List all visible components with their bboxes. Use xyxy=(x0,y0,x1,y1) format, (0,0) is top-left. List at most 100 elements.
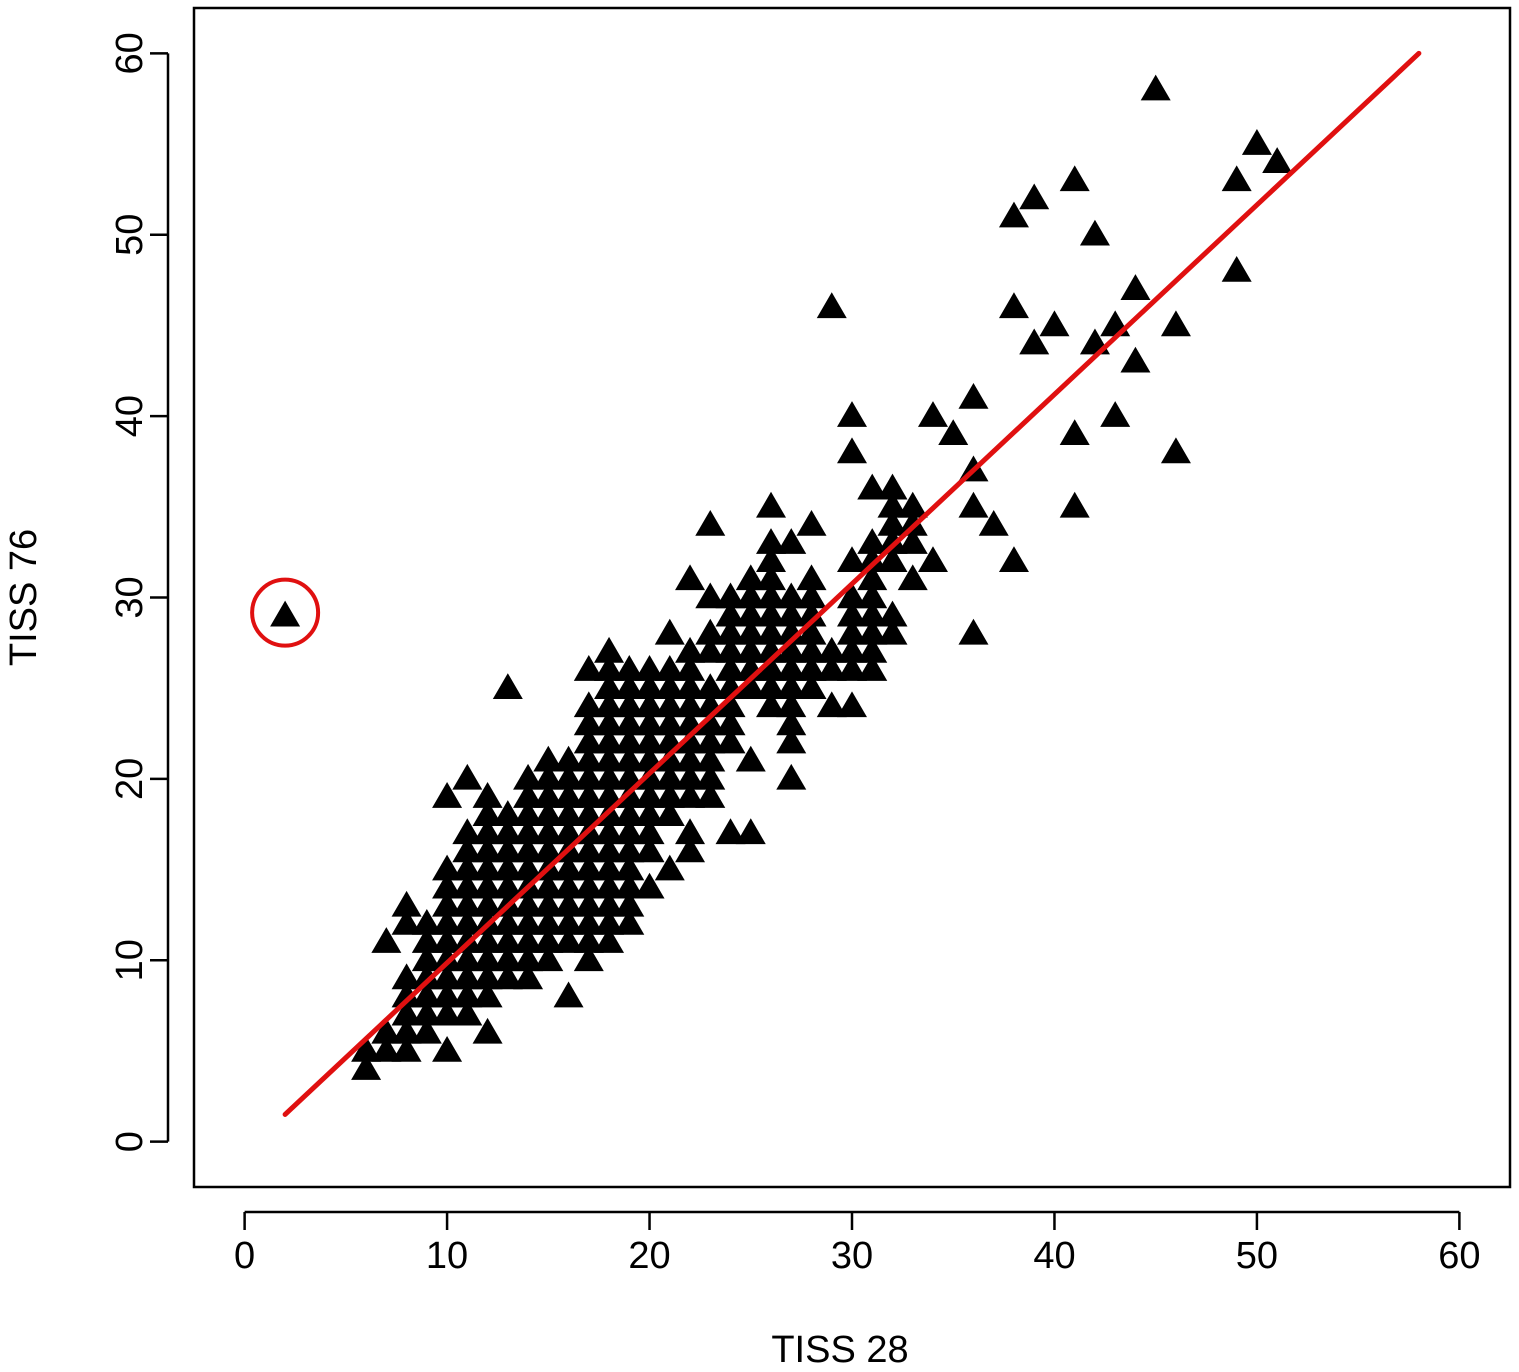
data-point xyxy=(614,854,645,881)
data-point xyxy=(573,908,604,935)
data-point xyxy=(675,655,706,681)
data-point xyxy=(938,419,969,446)
data-point xyxy=(1120,274,1151,300)
data-point xyxy=(573,872,604,899)
data-point xyxy=(391,1017,422,1044)
data-point xyxy=(897,564,928,591)
data-point xyxy=(573,836,604,863)
data-point xyxy=(594,636,625,663)
data-point xyxy=(695,673,726,699)
data-point xyxy=(735,745,766,772)
data-point xyxy=(877,546,908,573)
data-point xyxy=(411,981,442,1008)
data-point xyxy=(837,636,867,663)
x-tick-label: 0 xyxy=(234,1235,255,1277)
data-point xyxy=(756,655,787,681)
data-point xyxy=(978,509,1009,536)
data-point xyxy=(452,818,483,845)
data-point xyxy=(634,691,665,718)
data-point xyxy=(654,800,685,826)
data-point xyxy=(877,473,908,500)
data-point xyxy=(594,709,625,736)
data-point xyxy=(1059,419,1090,446)
data-point xyxy=(573,927,604,953)
data-point xyxy=(634,673,665,699)
data-point xyxy=(857,655,888,681)
data-point xyxy=(756,491,787,518)
data-point xyxy=(432,999,463,1026)
data-point xyxy=(675,818,706,845)
data-point xyxy=(391,890,422,917)
data-point xyxy=(796,618,827,645)
data-point xyxy=(654,618,685,645)
data-point xyxy=(614,727,645,754)
data-point xyxy=(472,782,503,808)
data-point xyxy=(675,836,706,863)
data-point xyxy=(492,836,523,863)
data-point xyxy=(492,872,523,899)
data-point xyxy=(776,763,807,790)
data-point xyxy=(492,927,523,953)
data-point xyxy=(573,709,604,736)
data-point xyxy=(411,1017,442,1044)
data-point xyxy=(513,836,544,863)
data-point xyxy=(735,582,766,609)
data-point xyxy=(715,709,746,736)
data-point xyxy=(675,763,706,790)
data-point xyxy=(1059,165,1090,192)
data-point xyxy=(695,582,726,609)
data-point xyxy=(472,981,503,1008)
y-axis-title: TISS 76 xyxy=(3,529,45,666)
data-point xyxy=(857,528,888,554)
data-point xyxy=(614,818,645,845)
data-point xyxy=(533,800,564,826)
x-tick-label: 10 xyxy=(426,1235,468,1277)
data-point xyxy=(675,782,706,808)
data-point xyxy=(857,473,888,500)
data-point xyxy=(735,673,766,699)
data-point xyxy=(816,691,847,718)
data-point xyxy=(492,963,523,990)
data-point xyxy=(492,818,523,845)
data-point xyxy=(756,673,787,699)
data-point xyxy=(553,854,584,881)
data-point xyxy=(573,800,604,826)
data-point xyxy=(614,872,645,899)
data-point xyxy=(654,782,685,808)
data-point xyxy=(796,582,827,609)
data-point xyxy=(857,564,888,591)
data-point xyxy=(573,655,604,681)
data-point xyxy=(270,600,301,627)
data-point xyxy=(553,818,584,845)
data-point xyxy=(756,528,787,554)
data-point xyxy=(958,382,989,409)
data-point xyxy=(756,546,787,573)
data-point xyxy=(1019,328,1050,355)
data-point xyxy=(533,908,564,935)
data-point xyxy=(452,836,483,863)
data-point xyxy=(533,836,564,863)
data-point xyxy=(897,528,928,554)
data-point xyxy=(816,655,847,681)
data-point xyxy=(877,491,908,518)
data-point xyxy=(776,636,807,663)
data-point xyxy=(411,927,442,953)
data-point xyxy=(796,564,827,591)
data-point xyxy=(492,945,523,972)
data-point xyxy=(776,600,807,627)
data-point xyxy=(614,908,645,935)
data-point xyxy=(675,564,706,591)
data-point xyxy=(391,981,422,1008)
data-point xyxy=(472,818,503,845)
data-point xyxy=(594,673,625,699)
data-point xyxy=(695,745,726,772)
data-point xyxy=(1059,491,1090,518)
data-point xyxy=(573,890,604,917)
data-point xyxy=(654,745,685,772)
data-point xyxy=(594,872,625,899)
y-tick-label: 20 xyxy=(109,758,151,800)
data-point xyxy=(472,963,503,990)
data-point xyxy=(837,691,867,718)
data-point xyxy=(432,782,463,808)
